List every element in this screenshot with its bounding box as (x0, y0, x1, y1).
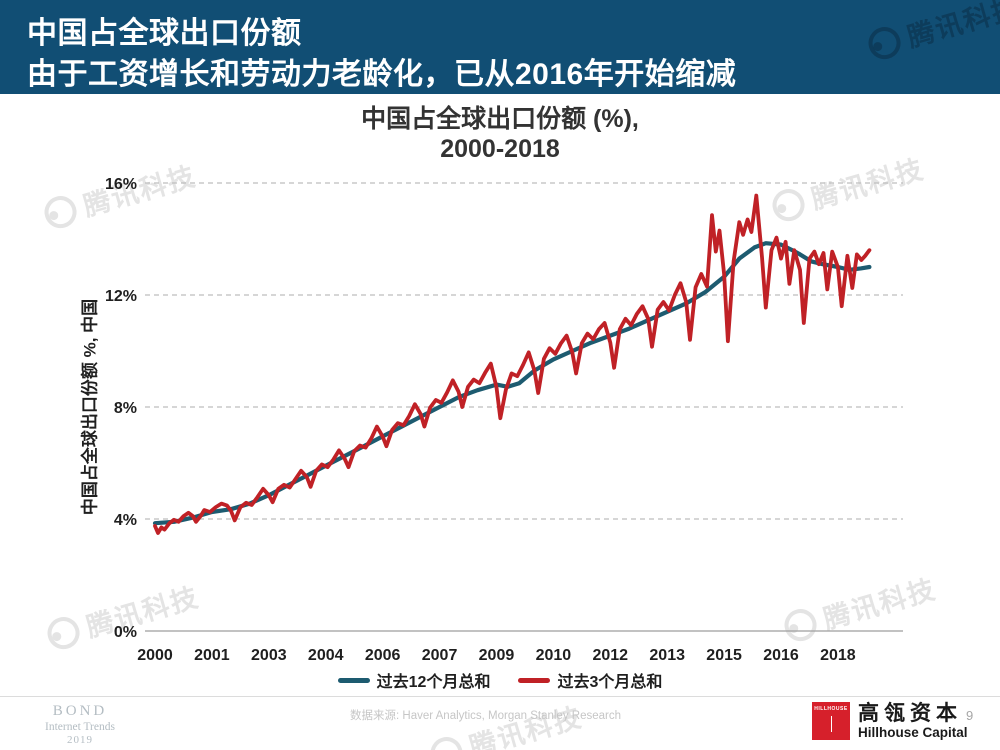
x-tick-2016: 2016 (763, 647, 799, 664)
y-tick-4%: 4% (114, 512, 137, 529)
header-title-line1: 中国占全球出口份额 (27, 17, 302, 50)
y-tick-12%: 12% (105, 288, 137, 305)
chart-title: 中国占全球出口份额 (%), 2000-2018 (0, 104, 1000, 164)
x-tick-2001: 2001 (194, 647, 230, 664)
hillhouse-name-cn: 高瓴资本 (858, 702, 962, 725)
page-number: 9 (966, 708, 974, 723)
bond-logo-line1: BOND (52, 703, 108, 719)
hillhouse-logo-icon: HILLHOUSE (812, 702, 850, 740)
x-tick-2004: 2004 (308, 647, 344, 664)
x-tick-2003: 2003 (251, 647, 287, 664)
x-tick-2010: 2010 (536, 647, 572, 664)
x-tick-2007: 2007 (422, 647, 458, 664)
x-tick-2013: 2013 (649, 647, 685, 664)
series-line-1 (153, 193, 872, 535)
data-source-note: 数据来源: Haver Analytics, Morgan Stanley Re… (350, 710, 621, 722)
legend-item-3m: 过去3个月总和 (518, 668, 662, 692)
bond-logo-line3: 2019 (67, 734, 93, 746)
y-tick-8%: 8% (114, 400, 137, 417)
chart-title-line1: 中国占全球出口份额 (%), (361, 105, 639, 133)
y-tick-16%: 16% (105, 176, 137, 193)
hillhouse-name-en: Hillhouse Capital (858, 725, 968, 740)
x-tick-2009: 2009 (479, 647, 515, 664)
hillhouse-logo: HILLHOUSE 高瓴资本 Hillhouse Capital (812, 702, 968, 740)
hillhouse-logo-bar (831, 716, 832, 732)
hillhouse-logo-text: 高瓴资本 Hillhouse Capital (858, 702, 968, 740)
x-tick-2006: 2006 (365, 647, 401, 664)
footer-divider (0, 696, 1000, 697)
legend-swatch-3m (518, 677, 551, 683)
legend-item-12m: 过去12个月总和 (337, 668, 491, 692)
bond-logo-line2: Internet Trends (45, 721, 115, 733)
x-tick-2015: 2015 (706, 647, 742, 664)
x-tick-2012: 2012 (592, 647, 628, 664)
legend-label-3m: 过去3个月总和 (557, 674, 663, 691)
bond-logo: BOND Internet Trends 2019 (10, 703, 150, 746)
x-tick-2018: 2018 (820, 647, 856, 664)
legend-label-12m: 过去12个月总和 (376, 674, 491, 691)
header-banner: 中国占全球出口份额 由于工资增长和劳动力老龄化，已从2016年开始缩减 (0, 0, 1000, 94)
header-title-line2: 由于工资增长和劳动力老龄化，已从2016年开始缩减 (27, 58, 737, 91)
hillhouse-logo-word: HILLHOUSE (814, 706, 848, 712)
y-tick-0%: 0% (114, 624, 137, 641)
x-tick-2000: 2000 (137, 647, 173, 664)
chart-title-line2: 2000-2018 (440, 135, 560, 163)
chart-legend: 过去12个月总和 过去3个月总和 (0, 668, 1000, 692)
legend-swatch-12m (337, 677, 370, 683)
